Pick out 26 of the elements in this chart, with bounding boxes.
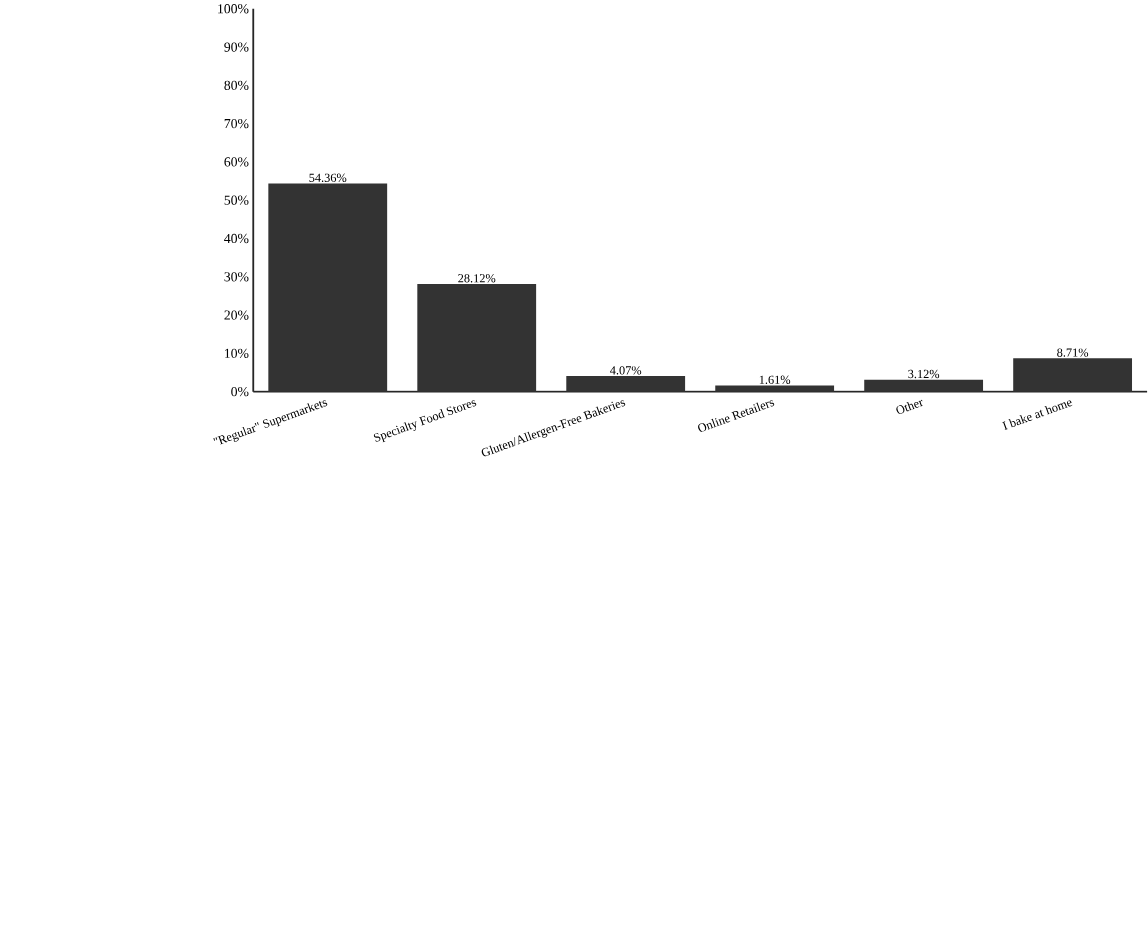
- y-tick-label: 40%: [224, 234, 249, 244]
- bar: [417, 284, 537, 392]
- data-label: 1.61%: [759, 375, 791, 385]
- bar: [715, 385, 835, 392]
- bar: [566, 376, 686, 392]
- data-label: 54.36%: [309, 173, 347, 183]
- bar: [268, 183, 388, 392]
- x-tick-label: Other: [896, 399, 923, 414]
- y-tick-label: 80%: [224, 80, 249, 91]
- data-label: 28.12%: [458, 274, 496, 283]
- bar: [1013, 358, 1133, 392]
- data-label: 8.71%: [1057, 348, 1089, 357]
- y-tick-label: 100%: [218, 4, 249, 14]
- y-tick-label: 10%: [225, 348, 249, 359]
- data-label: 3.12%: [908, 369, 940, 379]
- x-tick-label: Online Retailers: [698, 400, 775, 432]
- y-tick-label: 20%: [224, 310, 249, 320]
- y-tick-label: 90%: [224, 42, 249, 52]
- y-tick-label: 0%: [231, 387, 249, 397]
- y-tick-label: 50%: [224, 195, 249, 206]
- x-tick-label: I bake at home: [1002, 400, 1073, 431]
- data-label: 4.07%: [610, 366, 642, 375]
- y-tick-label: 70%: [224, 119, 249, 129]
- bar: [864, 379, 984, 392]
- y-tick-label: 30%: [224, 272, 249, 282]
- y-tick-label: 60%: [224, 157, 249, 167]
